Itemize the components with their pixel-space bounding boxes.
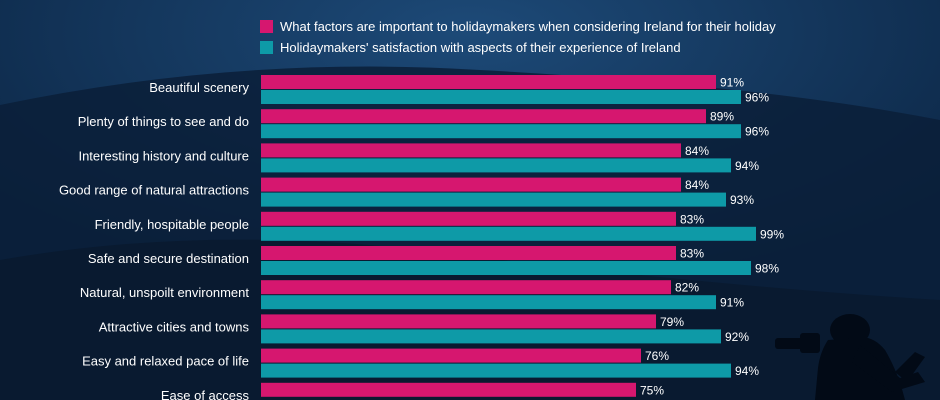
satisfaction-bar [261, 295, 716, 310]
importance-bar [261, 211, 676, 226]
importance-bar [261, 109, 706, 124]
satisfaction-value-label: 94% [735, 364, 759, 378]
satisfaction-bar [261, 158, 731, 173]
satisfaction-value-label: 99% [760, 227, 784, 241]
legend-swatch-importance [260, 19, 273, 33]
legend-label-satisfaction: Holidaymakers' satisfaction with aspects… [280, 39, 681, 55]
satisfaction-bar [261, 329, 721, 344]
satisfaction-value-label: 91% [720, 296, 744, 310]
category-label: Friendly, hospitable people [95, 217, 249, 232]
legend-label-importance: What factors are important to holidaymak… [280, 18, 776, 34]
satisfaction-bar [261, 192, 726, 207]
importance-bar [261, 143, 681, 158]
importance-value-label: 83% [680, 247, 704, 261]
category-label: Safe and secure destination [88, 251, 249, 266]
importance-value-label: 84% [685, 144, 709, 158]
importance-bar [261, 75, 716, 89]
importance-bar [261, 348, 641, 363]
importance-value-label: 75% [640, 383, 664, 397]
legend-item-satisfaction: Holidaymakers' satisfaction with aspects… [260, 39, 681, 55]
importance-value-label: 82% [675, 281, 699, 295]
importance-value-label: 79% [660, 315, 684, 329]
importance-value-label: 76% [645, 349, 669, 363]
legend-item-importance: What factors are important to holidaymak… [260, 18, 776, 34]
importance-bar [261, 314, 656, 329]
importance-bar [261, 280, 671, 295]
category-label: Easy and relaxed pace of life [82, 354, 249, 369]
importance-bar [261, 177, 681, 192]
category-label: Interesting history and culture [78, 148, 249, 163]
satisfaction-bar [261, 124, 741, 139]
category-label: Natural, unspoilt environment [80, 285, 249, 300]
importance-value-label: 83% [680, 212, 704, 226]
satisfaction-value-label: 96% [745, 91, 769, 105]
satisfaction-value-label: 93% [730, 193, 754, 207]
importance-value-label: 89% [710, 110, 734, 124]
category-label: Beautiful scenery [149, 80, 249, 95]
satisfaction-value-label: 98% [755, 262, 779, 276]
category-label: Good range of natural attractions [59, 183, 250, 198]
satisfaction-value-label: 94% [735, 159, 759, 173]
importance-value-label: 91% [720, 76, 744, 90]
legend-swatch-satisfaction [260, 40, 273, 54]
satisfaction-value-label: 92% [725, 330, 749, 344]
satisfaction-value-label: 96% [745, 125, 769, 139]
satisfaction-bar [261, 90, 741, 104]
category-label: Attractive cities and towns [99, 319, 250, 334]
importance-value-label: 84% [685, 178, 709, 192]
category-label: Ease of access [161, 388, 250, 400]
importance-bar [261, 382, 636, 397]
satisfaction-bar [261, 261, 751, 275]
photographer-silhouette-icon [775, 314, 925, 400]
satisfaction-bar [261, 226, 756, 241]
importance-bar [261, 246, 676, 260]
satisfaction-bar [261, 363, 731, 378]
category-label: Plenty of things to see and do [78, 114, 249, 129]
